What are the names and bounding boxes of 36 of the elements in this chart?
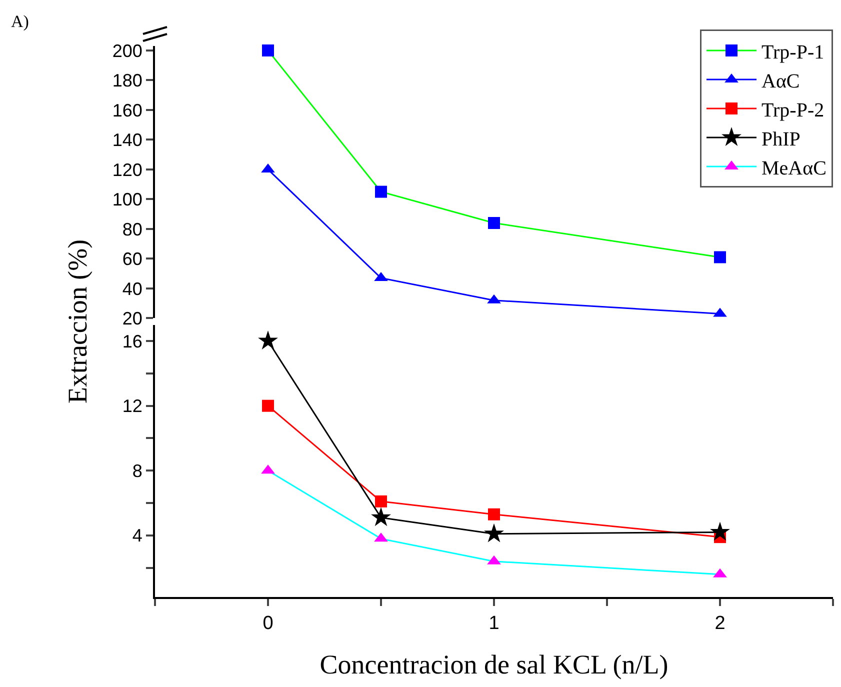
point xyxy=(371,507,391,526)
y-tick-label: 4 xyxy=(132,526,142,546)
point xyxy=(262,400,274,412)
point xyxy=(710,522,730,541)
x-tick-label: 2 xyxy=(714,612,726,634)
legend-label: Trp-P-2 xyxy=(762,99,824,122)
point xyxy=(714,251,726,264)
legend-label: PhIP xyxy=(762,128,800,150)
point xyxy=(262,44,274,56)
point xyxy=(484,523,504,542)
y-tick-label: 12 xyxy=(122,396,142,416)
y-tick-label: 16 xyxy=(122,331,142,352)
x-tick-label: 0 xyxy=(262,612,274,634)
point xyxy=(258,330,278,350)
point xyxy=(375,186,387,198)
point xyxy=(488,217,500,229)
y-tick-label: 120 xyxy=(112,160,142,180)
legend-label: MeAαC xyxy=(762,157,826,180)
point xyxy=(488,508,500,520)
legend-label: AαC xyxy=(762,70,800,92)
legend-label: Trp-P-1 xyxy=(762,41,824,64)
text: A) xyxy=(11,12,29,31)
y-tick-label: 80 xyxy=(122,219,142,240)
x-tick-label: 1 xyxy=(488,612,500,634)
y-tick-label: 20 xyxy=(122,308,142,328)
y-tick-label: 140 xyxy=(112,130,142,150)
x-axis-title: Concentracion de sal KCL (n/L) xyxy=(320,650,668,680)
y-tick-label: 8 xyxy=(132,460,142,481)
y-tick-label: 200 xyxy=(112,40,142,61)
y-axis-title: Extraccion (%) xyxy=(62,239,93,404)
y-tick-label: 40 xyxy=(122,278,142,299)
y-tick-label: 100 xyxy=(112,190,142,210)
point xyxy=(375,495,387,508)
y-tick-label: 60 xyxy=(122,249,142,269)
y-tick-label: 160 xyxy=(112,100,142,120)
y-tick-label: 180 xyxy=(112,70,142,91)
